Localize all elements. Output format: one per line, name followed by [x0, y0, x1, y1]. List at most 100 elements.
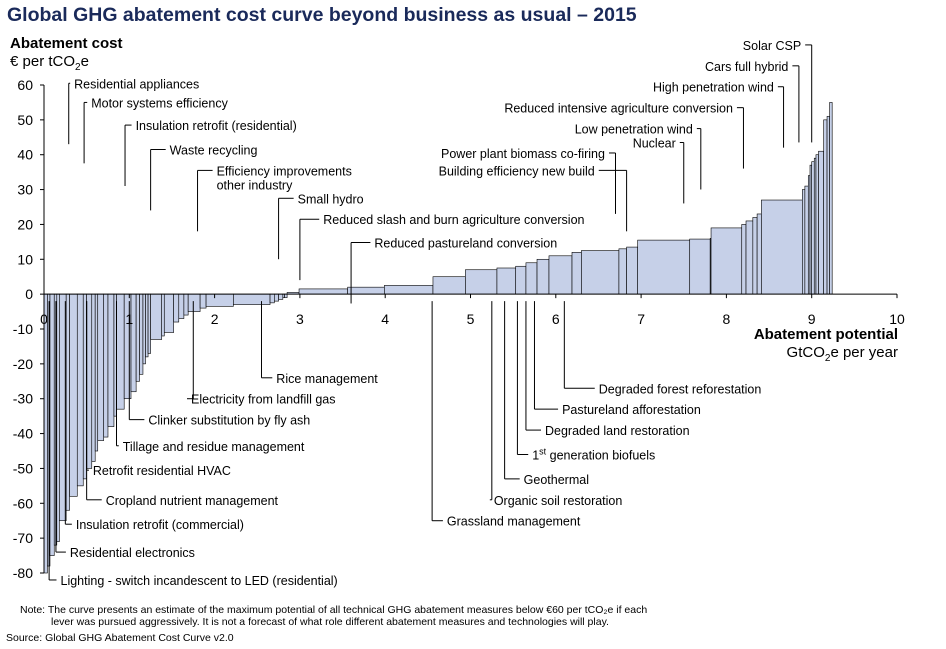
- bar-21: [139, 293, 144, 375]
- annotation-label: Residential appliances: [74, 77, 199, 91]
- bar-10: [86, 293, 93, 469]
- bar-52: [581, 250, 620, 295]
- annotation-label: Low penetration wind: [575, 123, 693, 137]
- below-label: Retrofit residential HVAC: [93, 464, 231, 478]
- bar-72: [823, 119, 828, 295]
- bar-44: [432, 276, 466, 295]
- below-label: Clinker substitution by fly ash: [148, 414, 310, 428]
- bar-9: [82, 293, 87, 480]
- x-tick-label: 8: [723, 311, 731, 327]
- annotation-label: other industry: [217, 178, 293, 192]
- annotation-label: Waste recycling: [170, 143, 258, 157]
- bar-25: [150, 293, 163, 340]
- x-tick-label: 4: [381, 311, 389, 327]
- bar-15: [107, 293, 115, 427]
- below-label: Residential electronics: [70, 546, 195, 560]
- bar-43: [384, 285, 434, 295]
- bar-61: [752, 217, 758, 295]
- bar-53: [618, 248, 627, 295]
- below-label: Cropland nutrient management: [106, 494, 279, 508]
- x-tick-label: 5: [467, 311, 475, 327]
- bar-12: [94, 293, 99, 452]
- annotation-label: Nuclear: [633, 137, 676, 151]
- bar-20: [135, 293, 140, 382]
- note-line-1: Note: The curve presents an estimate of …: [20, 604, 648, 616]
- bar-34: [233, 293, 271, 305]
- y-tick-label: -30: [13, 391, 33, 407]
- below-label: Electricity from landfill gas: [191, 393, 336, 407]
- annotation-label: Building efficiency new build: [439, 164, 595, 178]
- bar-60: [745, 220, 754, 295]
- y-tick-label: -20: [13, 356, 33, 372]
- note-line-2: lever was pursued aggressively. It is no…: [51, 616, 609, 628]
- abatement-cost-curve-chart: 6050403020100-10-20-30-40-50-60-70-80012…: [13, 39, 905, 588]
- y-tick-label: -10: [13, 321, 33, 337]
- bar-36: [274, 293, 279, 302]
- bar-8: [76, 293, 84, 487]
- y-tick-label: 0: [25, 286, 33, 302]
- bar-49: [536, 258, 550, 295]
- annotation-label: Insulation retrofit (residential): [136, 119, 297, 133]
- y-axis-unit: € per tCO2e: [10, 53, 89, 73]
- annotation-label: Efficiency improvements: [217, 164, 352, 178]
- source-line: Source: Global GHG Abatement Cost Curve …: [6, 632, 234, 644]
- bar-74: [829, 102, 833, 295]
- below-label: Tillage and residue management: [123, 440, 305, 454]
- bar-17: [116, 293, 125, 410]
- y-axis-title: Abatement cost: [10, 35, 123, 52]
- annotation-label: Reduced pastureland conversion: [374, 237, 557, 251]
- bar-7: [69, 293, 78, 497]
- below-label: Geothermal: [524, 473, 589, 487]
- bar-64: [802, 189, 806, 295]
- footnote: Note: The curve presents an estimate of …: [20, 604, 647, 628]
- annotation-label: Solar CSP: [743, 39, 801, 53]
- bar-41: [298, 288, 348, 295]
- bar-37: [278, 293, 284, 300]
- below-label: Insulation retrofit (commercial): [76, 518, 244, 532]
- bar-14: [103, 293, 109, 438]
- below-label: Lighting - switch incandescent to LED (r…: [61, 574, 338, 588]
- y-tick-label: 60: [17, 77, 33, 93]
- bar-45: [465, 269, 498, 295]
- y-tick-label: 10: [17, 251, 33, 267]
- y-tick-label: 40: [17, 147, 33, 163]
- y-tick-label: 30: [17, 182, 33, 198]
- y-tick-label: -40: [13, 426, 33, 442]
- annotation-label: Reduced intensive agriculture conversion: [504, 102, 733, 116]
- y-tick-label: 50: [17, 112, 33, 128]
- bar-2: [49, 293, 55, 556]
- chart-title: Global GHG abatement cost curve beyond b…: [7, 4, 637, 26]
- bar-27: [163, 293, 174, 333]
- bar-71: [818, 150, 824, 295]
- bar-58: [710, 227, 743, 295]
- bar-4: [56, 293, 60, 542]
- y-tick-label: -50: [13, 460, 33, 476]
- bar-31: [187, 293, 201, 312]
- bar-55: [637, 239, 691, 295]
- bar-23: [145, 293, 149, 358]
- bar-48: [525, 262, 538, 295]
- x-tick-label: 6: [552, 311, 560, 327]
- x-tick-label: 0: [40, 311, 48, 327]
- bar-29: [178, 293, 185, 319]
- bar-0: [43, 293, 48, 574]
- bar-33: [205, 293, 234, 307]
- annotation-label: Small hydro: [298, 192, 364, 206]
- below-label: Pastureland afforestation: [562, 403, 701, 417]
- annotation-label: Power plant biomass co-firing: [441, 147, 605, 161]
- bar-73: [826, 116, 830, 295]
- bar-54: [626, 246, 638, 295]
- bar-68: [811, 161, 815, 295]
- bar-63: [761, 199, 803, 295]
- bar-35: [269, 293, 275, 304]
- bar-46: [496, 267, 517, 295]
- bar-70: [815, 154, 819, 295]
- below-label: Degraded land restoration: [545, 424, 690, 438]
- y-tick-label: -80: [13, 565, 33, 581]
- bar-18: [123, 293, 132, 400]
- annotation-label: High penetration wind: [653, 81, 774, 95]
- bar-39: [284, 293, 288, 298]
- bar-22: [142, 293, 146, 365]
- annotation-label: Cars full hybrid: [705, 60, 788, 74]
- bar-42: [347, 286, 385, 295]
